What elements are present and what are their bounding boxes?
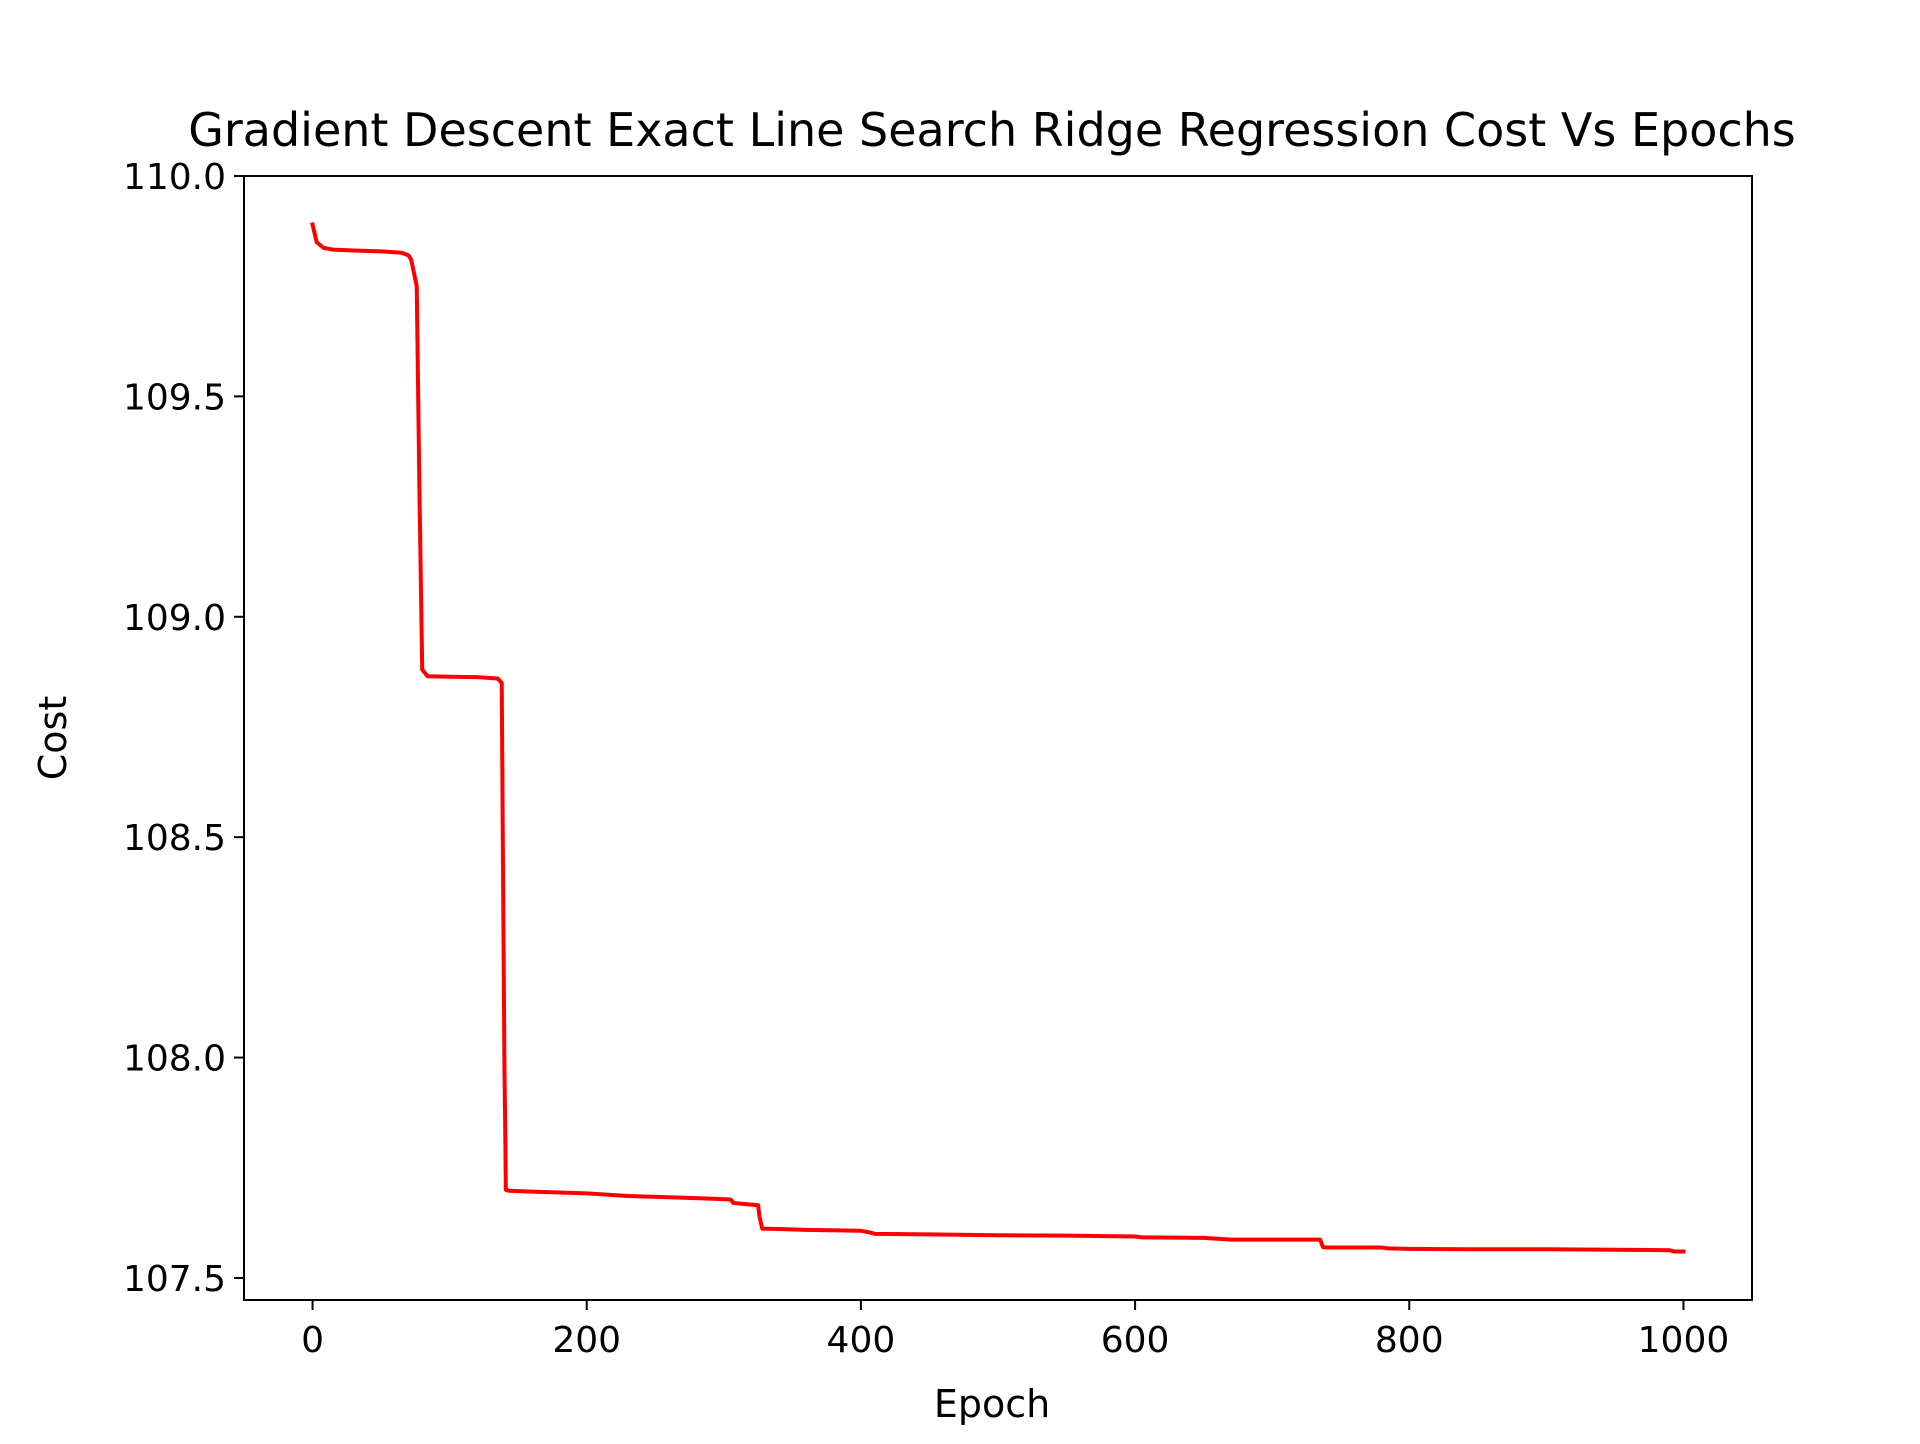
y-axis-label: Cost (31, 696, 75, 780)
y-tick-label: 109.5 (123, 377, 226, 418)
y-tick-label: 108.5 (123, 818, 226, 859)
x-tick-label: 200 (552, 1320, 621, 1361)
chart-title: Gradient Descent Exact Line Search Ridge… (188, 103, 1796, 157)
y-tick-label: 108.0 (123, 1039, 226, 1080)
x-tick-label: 1000 (1638, 1320, 1730, 1361)
x-tick-label: 400 (827, 1320, 896, 1361)
series-line-0 (310, 222, 1686, 1254)
x-tick-label: 0 (301, 1320, 324, 1361)
axes-frame (243, 175, 1753, 1301)
y-tick-label: 107.5 (123, 1259, 226, 1300)
plot-area: 0 200 400 600 800 1000 107.5 108.0 108.5 109.0 109… (123, 157, 1753, 1361)
x-tick-label: 600 (1101, 1320, 1170, 1361)
x-axis-label: Epoch (934, 1382, 1050, 1426)
y-tick-label: 109.0 (123, 598, 226, 639)
x-tick-label: 800 (1375, 1320, 1444, 1361)
y-tick-label: 110.0 (123, 157, 226, 198)
